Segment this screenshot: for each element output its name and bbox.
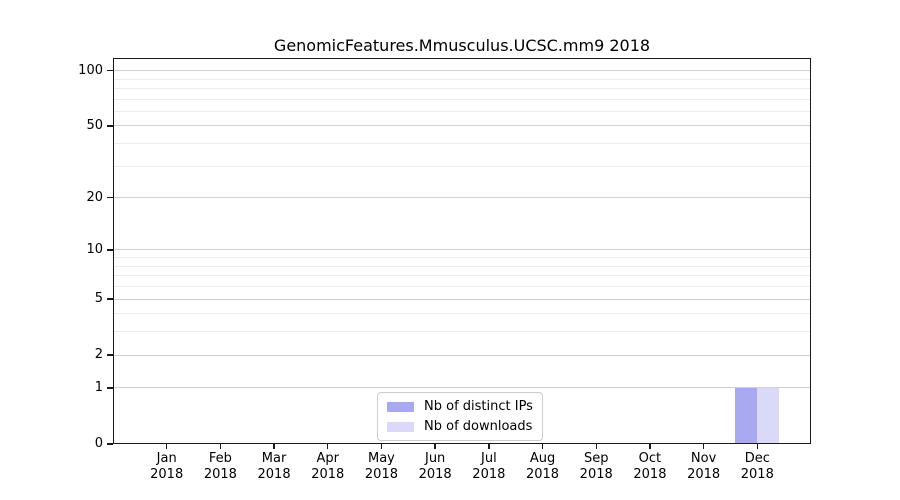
y-tick-label: 2: [94, 347, 103, 363]
gridline-minor: [114, 143, 810, 145]
x-tick: [434, 444, 436, 449]
legend: Nb of distinct IPs Nb of downloads: [377, 392, 543, 441]
x-tick-year: 2018: [418, 467, 452, 482]
x-tick-label: Dec 2018: [741, 451, 774, 483]
x-tick-month: Jul: [481, 451, 497, 466]
x-tick-year: 2018: [525, 467, 560, 482]
gridline-minor: [114, 165, 810, 167]
legend-swatch: [387, 421, 414, 432]
x-tick-label: Aug 2018: [526, 451, 559, 483]
gridline-minor: [114, 78, 810, 80]
y-tick-label: 50: [86, 117, 103, 133]
y-tick: [107, 298, 113, 300]
x-tick-year: 2018: [472, 467, 506, 482]
gridline-minor: [114, 286, 810, 288]
y-tick-label: 100: [78, 62, 103, 78]
legend-item: Nb of distinct IPs: [387, 399, 533, 414]
x-tick: [541, 444, 544, 449]
x-tick-month: May: [368, 451, 395, 466]
legend-label: Nb of downloads: [424, 419, 533, 434]
legend-label: Nb of distinct IPs: [424, 399, 533, 414]
y-tick: [107, 387, 113, 389]
x-tick-year: 2018: [203, 467, 237, 482]
x-tick-label: Jun 2018: [419, 451, 452, 483]
gridline-major: [114, 125, 810, 127]
x-tick-label: Apr 2018: [311, 451, 344, 483]
x-tick-month: Dec: [744, 451, 770, 466]
gridline-major: [114, 249, 810, 251]
y-tick-label: 5: [94, 291, 103, 307]
y-tick-label: 20: [86, 189, 103, 205]
y-tick-label: 0: [94, 436, 103, 451]
x-tick-year: 2018: [257, 467, 291, 482]
bar-nb-of-distinct-ips: [735, 388, 757, 443]
chart-title: GenomicFeatures.Mmusculus.UCSC.mm9 2018: [273, 36, 651, 55]
x-tick: [702, 444, 705, 449]
x-tick: [273, 444, 275, 449]
gridline-major: [114, 387, 810, 389]
gridline-major: [114, 70, 810, 72]
x-tick-month: Nov: [690, 451, 717, 466]
x-tick-label: Nov 2018: [687, 451, 720, 483]
x-tick-year: 2018: [687, 467, 721, 482]
x-tick-month: Sep: [583, 451, 609, 466]
gridline-major: [114, 298, 810, 300]
x-tick-year: 2018: [579, 467, 613, 482]
x-tick-year: 2018: [150, 467, 184, 482]
x-tick: [380, 444, 383, 449]
x-tick-label: Jan 2018: [150, 451, 183, 483]
x-tick-month: Mar: [261, 451, 287, 466]
x-tick: [649, 444, 651, 449]
gridline-minor: [114, 275, 810, 277]
x-tick-month: Apr: [316, 451, 340, 466]
y-tick: [107, 443, 113, 445]
x-tick-month: Oct: [638, 451, 662, 466]
y-tick-label: 10: [86, 241, 103, 257]
x-tick: [488, 444, 490, 449]
y-tick-label: 1: [94, 379, 103, 395]
x-tick-month: Aug: [529, 451, 556, 466]
x-tick: [327, 444, 329, 449]
plot-area: Nb of distinct IPs Nb of downloads: [113, 58, 811, 444]
legend-swatch: [387, 401, 414, 412]
x-tick-label: Jul 2018: [472, 451, 505, 483]
x-tick-label: Sep 2018: [580, 451, 613, 483]
x-tick-label: Oct 2018: [633, 451, 666, 483]
x-tick: [756, 444, 758, 449]
x-tick-month: Jun: [424, 451, 446, 466]
x-tick-year: 2018: [633, 467, 667, 482]
y-tick: [107, 125, 113, 127]
gridline-minor: [114, 313, 810, 315]
y-tick: [107, 249, 113, 251]
y-tick: [107, 354, 113, 356]
y-tick: [107, 69, 113, 72]
gridline-minor: [114, 98, 810, 100]
x-tick-label: May 2018: [365, 451, 398, 483]
gridline-minor: [114, 331, 810, 333]
x-tick-year: 2018: [311, 467, 345, 482]
gridline-minor: [114, 110, 810, 112]
x-tick: [219, 444, 222, 449]
x-tick-year: 2018: [364, 467, 398, 482]
gridline-minor: [114, 265, 810, 267]
x-tick: [595, 444, 597, 449]
bar-nb-of-downloads: [756, 388, 779, 443]
legend-item: Nb of downloads: [387, 419, 533, 434]
x-tick-year: 2018: [740, 467, 774, 482]
gridline-minor: [114, 87, 810, 89]
gridline-minor: [114, 257, 810, 259]
x-tick-month: Feb: [208, 451, 232, 466]
y-tick: [107, 196, 113, 199]
x-tick-label: Feb 2018: [204, 451, 237, 483]
gridline-major: [114, 354, 810, 356]
x-tick-label: Mar 2018: [258, 451, 291, 483]
gridline-major: [114, 197, 810, 199]
x-tick-month: Jan: [156, 451, 177, 466]
x-tick: [165, 444, 168, 449]
